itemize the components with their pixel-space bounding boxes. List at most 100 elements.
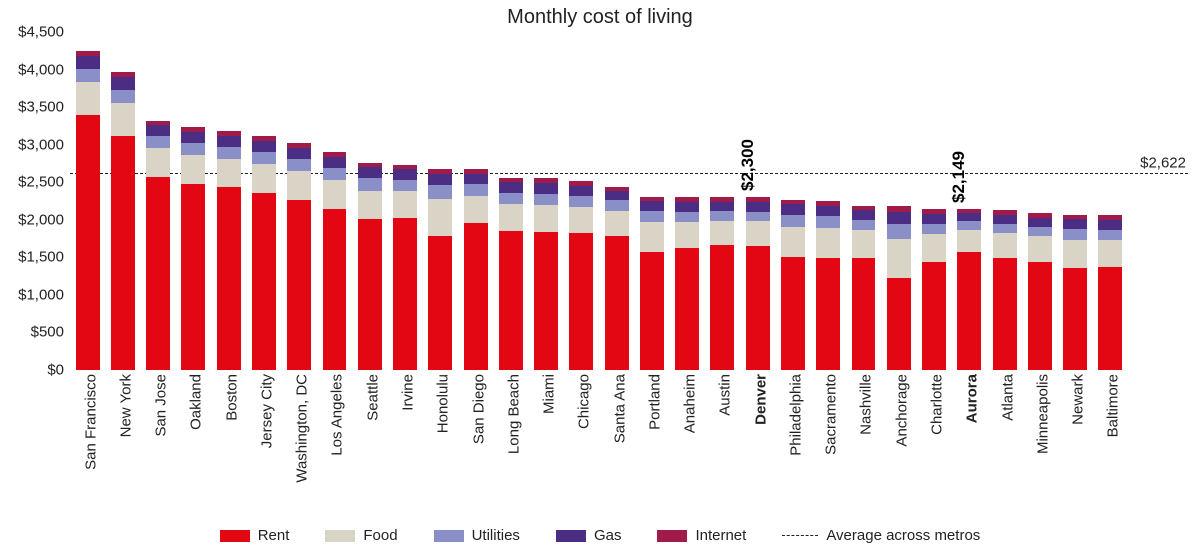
bar-newark: Newark: [1063, 32, 1087, 370]
legend-item-food: Food: [325, 527, 397, 544]
bars-container: San FranciscoNew YorkSan JoseOaklandBost…: [70, 32, 1128, 370]
y-tick-label: $1,500: [18, 249, 70, 266]
bar-atlanta: Atlanta: [993, 32, 1017, 370]
seg-rent: [217, 187, 241, 370]
seg-utilities: [428, 185, 452, 199]
seg-internet: [76, 51, 100, 56]
x-label: Long Beach: [499, 370, 522, 454]
x-label: Los Angeles: [323, 370, 346, 456]
seg-utilities: [957, 221, 981, 230]
seg-rent: [887, 278, 911, 370]
seg-food: [76, 82, 100, 114]
seg-gas: [499, 182, 523, 193]
seg-gas: [111, 77, 135, 90]
seg-gas: [1063, 219, 1087, 229]
seg-utilities: [710, 211, 734, 221]
seg-gas: [816, 206, 840, 217]
seg-gas: [675, 202, 699, 212]
seg-gas: [393, 169, 417, 180]
bar-long-beach: Long Beach: [499, 32, 523, 370]
seg-rent: [957, 252, 981, 370]
seg-gas: [922, 214, 946, 224]
seg-gas: [534, 183, 558, 194]
bar-los-angeles: Los Angeles: [323, 32, 347, 370]
chart-title: Monthly cost of living: [0, 6, 1200, 29]
x-label: Denver: [746, 370, 769, 425]
seg-gas: [605, 191, 629, 200]
seg-gas: [358, 167, 382, 178]
x-label: San Francisco: [76, 370, 99, 470]
seg-utilities: [569, 196, 593, 207]
x-label: Chicago: [570, 370, 593, 429]
x-label: Sacramento: [817, 370, 840, 455]
seg-food: [887, 239, 911, 278]
seg-utilities: [746, 212, 770, 222]
x-label: Portland: [640, 370, 663, 430]
seg-utilities: [922, 224, 946, 235]
seg-food: [534, 205, 558, 232]
seg-gas: [1098, 220, 1122, 230]
seg-utilities: [605, 200, 629, 211]
x-label: Aurora: [958, 370, 981, 423]
seg-rent: [569, 233, 593, 370]
seg-rent: [534, 232, 558, 370]
seg-food: [1098, 240, 1122, 267]
seg-internet: [464, 169, 488, 174]
seg-gas: [1028, 218, 1052, 227]
seg-gas: [217, 136, 241, 147]
seg-utilities: [1028, 227, 1052, 237]
seg-food: [605, 211, 629, 236]
bar-seattle: Seattle: [358, 32, 382, 370]
seg-food: [675, 222, 699, 248]
seg-rent: [111, 136, 135, 370]
bar-chicago: Chicago: [569, 32, 593, 370]
seg-food: [499, 204, 523, 231]
legend-swatch: [220, 530, 250, 542]
legend-label: Food: [363, 527, 397, 544]
x-label: Philadelphia: [781, 370, 804, 456]
x-label: Boston: [217, 370, 240, 421]
seg-utilities: [146, 136, 170, 148]
seg-utilities: [287, 159, 311, 171]
seg-internet: [323, 152, 347, 157]
seg-gas: [887, 212, 911, 224]
seg-internet: [1063, 215, 1087, 220]
y-tick-label: $500: [31, 324, 70, 341]
seg-food: [146, 148, 170, 177]
seg-food: [922, 234, 946, 262]
seg-rent: [287, 200, 311, 371]
seg-rent: [358, 219, 382, 370]
seg-gas: [746, 202, 770, 212]
seg-utilities: [76, 69, 100, 83]
seg-rent: [640, 252, 664, 370]
callout-label: $2,149: [949, 151, 969, 209]
seg-utilities: [852, 220, 876, 231]
cost-of-living-chart: Monthly cost of living $2,622 San Franci…: [0, 0, 1200, 550]
seg-food: [393, 191, 417, 218]
seg-gas: [569, 186, 593, 196]
seg-food: [287, 171, 311, 200]
y-tick-label: $4,000: [18, 61, 70, 78]
x-label: Anaheim: [676, 370, 699, 433]
seg-utilities: [675, 212, 699, 223]
seg-rent: [852, 258, 876, 370]
bar-aurora: Aurora$2,149: [957, 32, 981, 370]
seg-utilities: [781, 215, 805, 227]
seg-utilities: [816, 216, 840, 228]
bar-boston: Boston: [217, 32, 241, 370]
x-label: Anchorage: [887, 370, 910, 447]
plot-area: $2,622 San FranciscoNew YorkSan JoseOakl…: [70, 32, 1128, 370]
bar-miami: Miami: [534, 32, 558, 370]
seg-internet: [1098, 215, 1122, 220]
callout-label: $2,300: [738, 139, 758, 197]
seg-internet: [922, 209, 946, 214]
x-label: Charlotte: [923, 370, 946, 435]
seg-food: [181, 155, 205, 184]
seg-rent: [746, 246, 770, 370]
legend-label: Rent: [258, 527, 290, 544]
bar-nashville: Nashville: [852, 32, 876, 370]
seg-utilities: [993, 224, 1017, 234]
seg-food: [957, 230, 981, 252]
x-label: San Diego: [464, 370, 487, 444]
bar-anchorage: Anchorage: [887, 32, 911, 370]
